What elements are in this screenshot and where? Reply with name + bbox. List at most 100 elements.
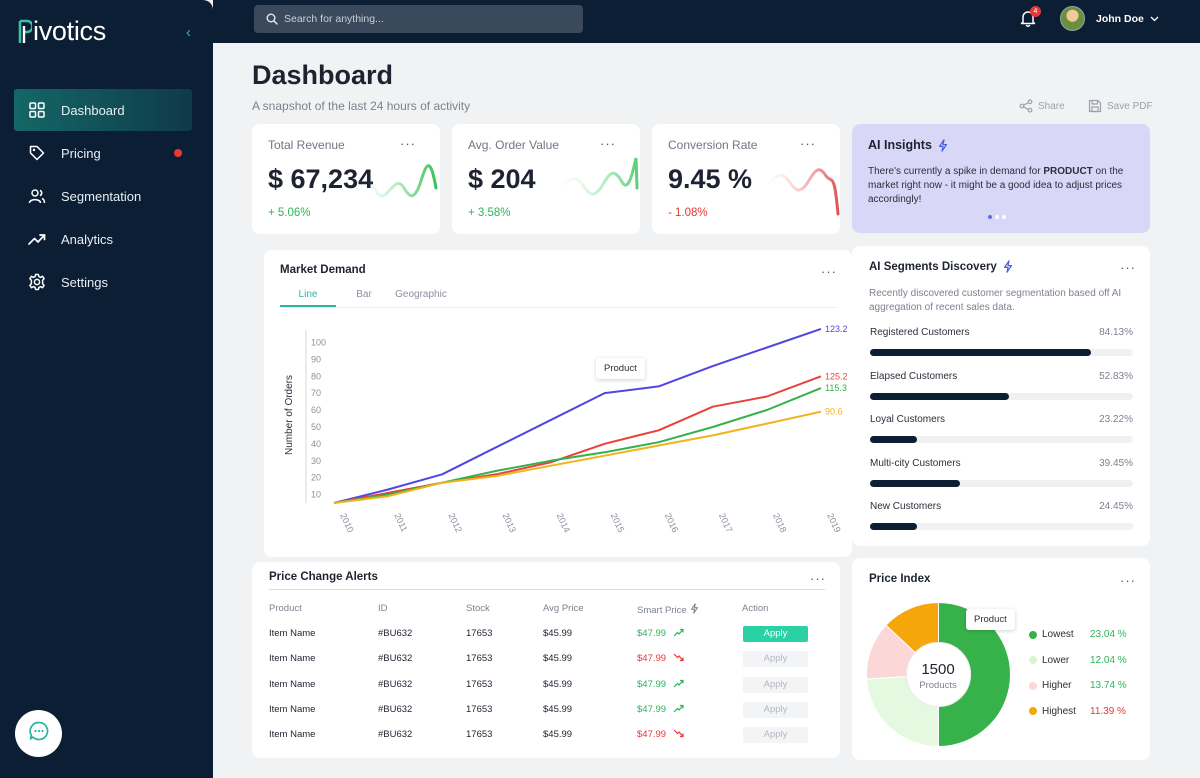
legend-label: Lowest: [1042, 629, 1074, 640]
carousel-dots[interactable]: [988, 215, 1006, 219]
table-cell: Item Name: [269, 678, 316, 690]
trend-down-icon: [673, 653, 684, 662]
table-cell: $45.99: [543, 703, 573, 715]
gear-icon: [27, 272, 47, 292]
legend-percent: 23.04 %: [1090, 629, 1127, 640]
more-options-icon[interactable]: ···: [1120, 260, 1136, 275]
save-icon: [1088, 99, 1102, 113]
save-pdf-button[interactable]: Save PDF: [1088, 99, 1153, 113]
legend-item: Lower 12.04 %: [1029, 655, 1129, 666]
sidebar-item-settings[interactable]: Settings: [14, 261, 192, 303]
more-options-icon[interactable]: ···: [1120, 573, 1136, 588]
tab-line[interactable]: Line: [280, 289, 336, 307]
carousel-dot[interactable]: [995, 215, 999, 219]
segment-progress-fill: [870, 392, 1009, 400]
chart-tooltip: Product: [596, 358, 645, 379]
segment-percent: 39.45%: [1099, 457, 1133, 469]
segment-name: Registered Customers: [870, 327, 970, 338]
legend-percent: 11.39 %: [1090, 705, 1126, 717]
carousel-dot[interactable]: [988, 215, 992, 219]
chat-button[interactable]: [15, 710, 62, 757]
tab-bar[interactable]: Bar: [356, 289, 372, 300]
legend-swatch: [1029, 707, 1037, 716]
sidebar-nav: Dashboard Pricing Segmentation Analytics: [14, 89, 192, 304]
sidebar-item-analytics[interactable]: Analytics: [14, 218, 192, 260]
section-title: Market Demand: [280, 264, 366, 276]
apply-button[interactable]: Apply: [743, 651, 808, 668]
apply-button[interactable]: Apply: [743, 676, 808, 693]
series-line: [333, 410, 822, 504]
y-tick-label: 90: [311, 354, 321, 364]
x-tick-label: 2011: [392, 512, 409, 534]
pivotics-logo-mark-icon: [18, 19, 32, 43]
sidebar-item-dashboard[interactable]: Dashboard: [14, 89, 192, 131]
kpi-change: + 3.58%: [468, 207, 511, 219]
carousel-dot[interactable]: [1002, 215, 1006, 219]
kpi-change: + 5.06%: [268, 207, 311, 219]
avatar: [1060, 6, 1085, 31]
sidebar-item-segmentation[interactable]: Segmentation: [14, 175, 192, 217]
kpi-value: $ 67,234: [268, 164, 374, 194]
segment-progress-track: [870, 392, 1133, 400]
legend-percent: 13.74 %: [1090, 680, 1127, 692]
kpi-label: Total Revenue: [268, 138, 345, 152]
more-options-icon[interactable]: ···: [821, 264, 837, 279]
table-cell: $45.99: [543, 653, 573, 665]
tab-geographic[interactable]: Geographic: [395, 289, 447, 300]
brand-logo[interactable]: ivotics: [18, 16, 106, 47]
collapse-sidebar-button[interactable]: ‹: [186, 24, 191, 41]
kpi-value: 9.45 %: [668, 164, 753, 194]
kpi-change: - 1.08%: [668, 207, 708, 219]
apply-button[interactable]: Apply: [743, 701, 808, 718]
share-button[interactable]: Share: [1019, 99, 1065, 113]
legend-swatch: [1029, 656, 1037, 665]
table-cell: #BU632: [378, 653, 413, 665]
insights-title-text: AI Insights: [868, 138, 932, 152]
series-end-label: 90.6: [825, 407, 843, 417]
x-tick-label: 2018: [771, 512, 789, 534]
x-tick-label: 2015: [609, 512, 627, 534]
table-header-cell: Action: [742, 603, 769, 614]
sidebar: ivotics ‹ Dashboard Pricing Segmentation: [0, 0, 213, 778]
kpi-card-avg-order: Avg. Order Value ··· $ 204 + 3.58%: [452, 124, 640, 234]
segment-progress-fill: [870, 523, 918, 530]
table-cell: Item Name: [269, 703, 316, 715]
y-tick-label: 30: [311, 456, 321, 466]
apply-button[interactable]: Apply: [743, 727, 808, 744]
legend-label: Lower: [1042, 654, 1070, 666]
more-options-icon[interactable]: ···: [810, 571, 826, 586]
trend-up-icon: [673, 704, 684, 713]
kpi-label: Conversion Rate: [668, 138, 758, 152]
kpi-label: Avg. Order Value: [468, 138, 559, 152]
table-cell: #BU632: [378, 729, 413, 741]
more-options-icon[interactable]: ···: [800, 136, 816, 151]
x-tick-label: 2017: [717, 512, 735, 534]
apply-button[interactable]: Apply: [743, 626, 808, 642]
more-options-icon[interactable]: ···: [600, 136, 616, 151]
more-options-icon[interactable]: ···: [400, 136, 416, 151]
y-tick-label: 50: [311, 422, 321, 432]
smart-price-cell: $47.99: [637, 729, 684, 740]
segment-percent: 23.22%: [1099, 414, 1133, 425]
search-input[interactable]: Search for anything...: [254, 5, 583, 33]
donut-center-label: Products: [919, 680, 957, 691]
segments-description: Recently discovered customer segmentatio…: [869, 288, 1122, 313]
segment-name: Elapsed Customers: [870, 370, 958, 382]
section-title: Price Change Alerts: [269, 571, 378, 583]
table-header-cell: ID: [378, 603, 388, 614]
segments-title-text: AI Segments Discovery: [869, 260, 997, 273]
user-menu[interactable]: John Doe: [1060, 6, 1159, 31]
segment-name: Loyal Customers: [870, 414, 946, 425]
share-label: Share: [1038, 100, 1065, 112]
notifications-button[interactable]: 4: [1019, 6, 1041, 32]
lightning-icon: [938, 138, 948, 152]
sidebar-item-label: Segmentation: [61, 188, 142, 204]
sidebar-item-pricing[interactable]: Pricing: [14, 132, 192, 174]
legend-swatch: [1029, 681, 1037, 690]
legend-percent: 12.04 %: [1090, 654, 1127, 666]
table-header-cell: Stock: [466, 603, 490, 614]
y-tick-label: 60: [311, 405, 321, 415]
price-index-donut-chart: [866, 602, 1011, 747]
series-line: [333, 327, 822, 504]
legend-label: Higher: [1042, 680, 1072, 692]
